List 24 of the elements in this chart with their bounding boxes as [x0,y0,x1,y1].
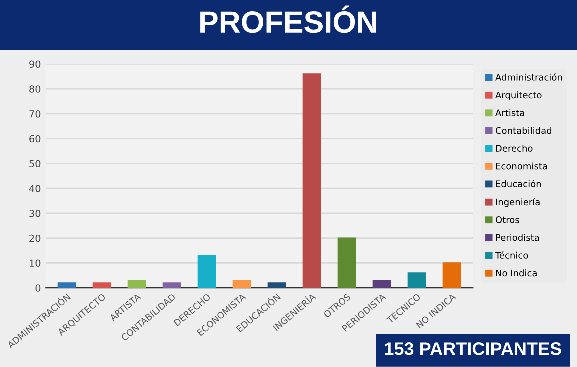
y-tick-label: 10 [30,260,41,268]
y-tick-label: 70 [30,110,41,118]
y-tick-label: 50 [30,160,41,168]
legend-label: Otros [496,216,520,224]
y-tick-label: 20 [30,234,41,242]
legend-label: Economista [496,162,548,170]
legend-label: Contabilidad [496,127,552,134]
y-tick-label: 90 [30,60,41,68]
y-tick-label: 60 [30,135,41,143]
legend-label: Derecho [496,144,533,152]
legend-label: Periodista [496,234,540,242]
chart-title: PROFESIÓN [200,6,376,34]
y-tick-label: 80 [30,86,41,93]
y-tick-label: 40 [29,185,41,192]
legend-label: Técnico [495,252,528,259]
legend-label: Artista [496,109,524,116]
legend-label: Ingeniería [496,198,540,208]
text: 153 PARTICIPANTES [385,342,562,356]
y-tick-label: 30 [30,210,41,218]
legend-label: Arquitecto [496,92,542,100]
y-tick-label: 0 [36,284,41,292]
legend-label: Educación [496,180,542,188]
legend-label: Administración [496,74,562,81]
legend-label: No Indica [496,270,537,277]
